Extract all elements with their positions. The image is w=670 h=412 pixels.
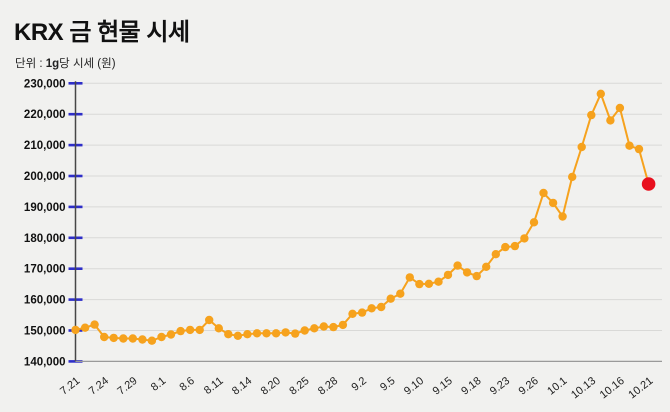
data-point-marker bbox=[214, 324, 223, 333]
y-axis-label: 150,000 bbox=[24, 326, 66, 338]
x-axis-label: 9.2 bbox=[349, 375, 368, 394]
data-point-marker bbox=[224, 330, 233, 339]
data-point-marker bbox=[462, 268, 472, 277]
data-point-marker bbox=[195, 325, 204, 335]
data-point-marker bbox=[377, 302, 386, 312]
x-axis-label: 9.23 bbox=[488, 375, 512, 398]
data-point-marker bbox=[453, 261, 462, 270]
data-point-marker bbox=[80, 323, 90, 332]
data-point-marker bbox=[109, 333, 118, 343]
page-title: KRX 금 현물 시세 bbox=[14, 19, 190, 46]
x-axis-label: 10.13 bbox=[569, 375, 598, 401]
x-axis-label: 9.10 bbox=[402, 375, 426, 398]
data-point-marker bbox=[243, 330, 252, 339]
data-point-marker bbox=[396, 289, 405, 298]
x-axis-label: 9.18 bbox=[459, 375, 483, 398]
data-point-marker bbox=[424, 279, 434, 288]
unit-label-prefix: 단위 : bbox=[15, 58, 46, 70]
x-axis-label: 10.16 bbox=[598, 375, 627, 401]
data-point-marker bbox=[166, 330, 176, 339]
data-point-marker bbox=[90, 320, 99, 329]
data-point-marker bbox=[501, 242, 510, 252]
data-point-marker bbox=[548, 198, 558, 208]
data-point-marker bbox=[539, 188, 548, 198]
data-point-marker bbox=[510, 241, 520, 251]
data-point-marker bbox=[205, 315, 214, 325]
data-point-marker bbox=[558, 212, 567, 221]
data-point-marker bbox=[386, 294, 395, 303]
data-point-marker bbox=[520, 234, 529, 243]
y-axis-label: 160,000 bbox=[24, 295, 66, 307]
data-point-marker bbox=[367, 304, 376, 313]
data-point-marker bbox=[472, 271, 481, 281]
data-point-marker bbox=[568, 172, 577, 182]
data-point-marker bbox=[606, 116, 615, 125]
data-point-marker bbox=[625, 141, 634, 150]
x-axis-label: 10.21 bbox=[626, 375, 655, 401]
x-axis-label: 9.15 bbox=[431, 375, 455, 398]
data-point-marker bbox=[281, 328, 290, 337]
data-point-marker bbox=[233, 331, 243, 340]
x-axis-label: 7.21 bbox=[58, 375, 82, 398]
data-point-marker bbox=[329, 322, 338, 332]
x-axis-label: 9.5 bbox=[378, 375, 397, 394]
data-point-marker bbox=[405, 273, 414, 282]
data-point-marker bbox=[615, 103, 625, 113]
data-point-marker bbox=[71, 325, 80, 335]
x-axis-label: 8.25 bbox=[287, 375, 311, 398]
unit-label: 단위 : 1g당 시세 (원) bbox=[15, 55, 116, 71]
y-axis-label: 170,000 bbox=[24, 264, 66, 276]
unit-label-suffix: 당 시세 (원) bbox=[59, 58, 116, 70]
x-axis-label: 8.20 bbox=[259, 375, 283, 398]
y-axis-label: 200,000 bbox=[24, 171, 66, 183]
y-axis-label: 210,000 bbox=[24, 140, 66, 152]
data-point-marker bbox=[587, 110, 596, 120]
latest-price-marker bbox=[641, 177, 656, 191]
data-point-marker bbox=[310, 324, 319, 333]
data-point-marker bbox=[119, 334, 128, 343]
data-point-marker bbox=[147, 336, 157, 345]
y-axis-label: 140,000 bbox=[24, 356, 66, 368]
data-point-marker bbox=[634, 144, 644, 154]
y-axis-label: 230,000 bbox=[24, 78, 66, 90]
data-point-marker bbox=[338, 320, 348, 330]
data-point-marker bbox=[319, 322, 328, 331]
x-axis-label: 8.6 bbox=[178, 375, 197, 394]
data-point-marker bbox=[577, 142, 586, 152]
y-axis-label: 190,000 bbox=[24, 202, 66, 214]
data-point-marker bbox=[482, 262, 491, 271]
x-axis-label: 7.29 bbox=[115, 375, 139, 398]
data-point-marker bbox=[262, 329, 271, 338]
data-point-marker bbox=[529, 218, 539, 227]
data-point-marker bbox=[252, 329, 262, 338]
x-axis-label: 8.28 bbox=[316, 375, 340, 398]
data-point-marker bbox=[138, 335, 147, 344]
data-point-marker bbox=[491, 250, 500, 259]
x-axis-label: 10.1 bbox=[545, 375, 569, 398]
data-point-marker bbox=[100, 332, 109, 342]
data-point-marker bbox=[434, 277, 443, 286]
data-point-marker bbox=[271, 329, 281, 338]
x-axis-label: 8.14 bbox=[230, 375, 254, 398]
data-point-marker bbox=[300, 326, 309, 335]
data-point-marker bbox=[596, 89, 605, 99]
y-axis-label: 180,000 bbox=[24, 233, 66, 245]
y-axis-label: 220,000 bbox=[24, 109, 66, 121]
data-point-marker bbox=[348, 309, 357, 318]
data-point-marker bbox=[185, 325, 195, 335]
x-axis-label: 8.1 bbox=[149, 375, 168, 394]
data-point-marker bbox=[128, 334, 137, 343]
x-axis-label: 7.24 bbox=[87, 375, 111, 398]
data-point-marker bbox=[176, 326, 185, 336]
data-point-marker bbox=[291, 329, 300, 338]
data-point-marker bbox=[157, 332, 166, 342]
data-point-marker bbox=[415, 279, 424, 289]
data-point-marker bbox=[357, 308, 367, 317]
unit-label-bold: 1g bbox=[45, 58, 60, 70]
data-point-marker bbox=[443, 270, 453, 280]
x-axis-label: 8.11 bbox=[202, 375, 226, 397]
x-axis-label: 9.26 bbox=[517, 375, 541, 398]
